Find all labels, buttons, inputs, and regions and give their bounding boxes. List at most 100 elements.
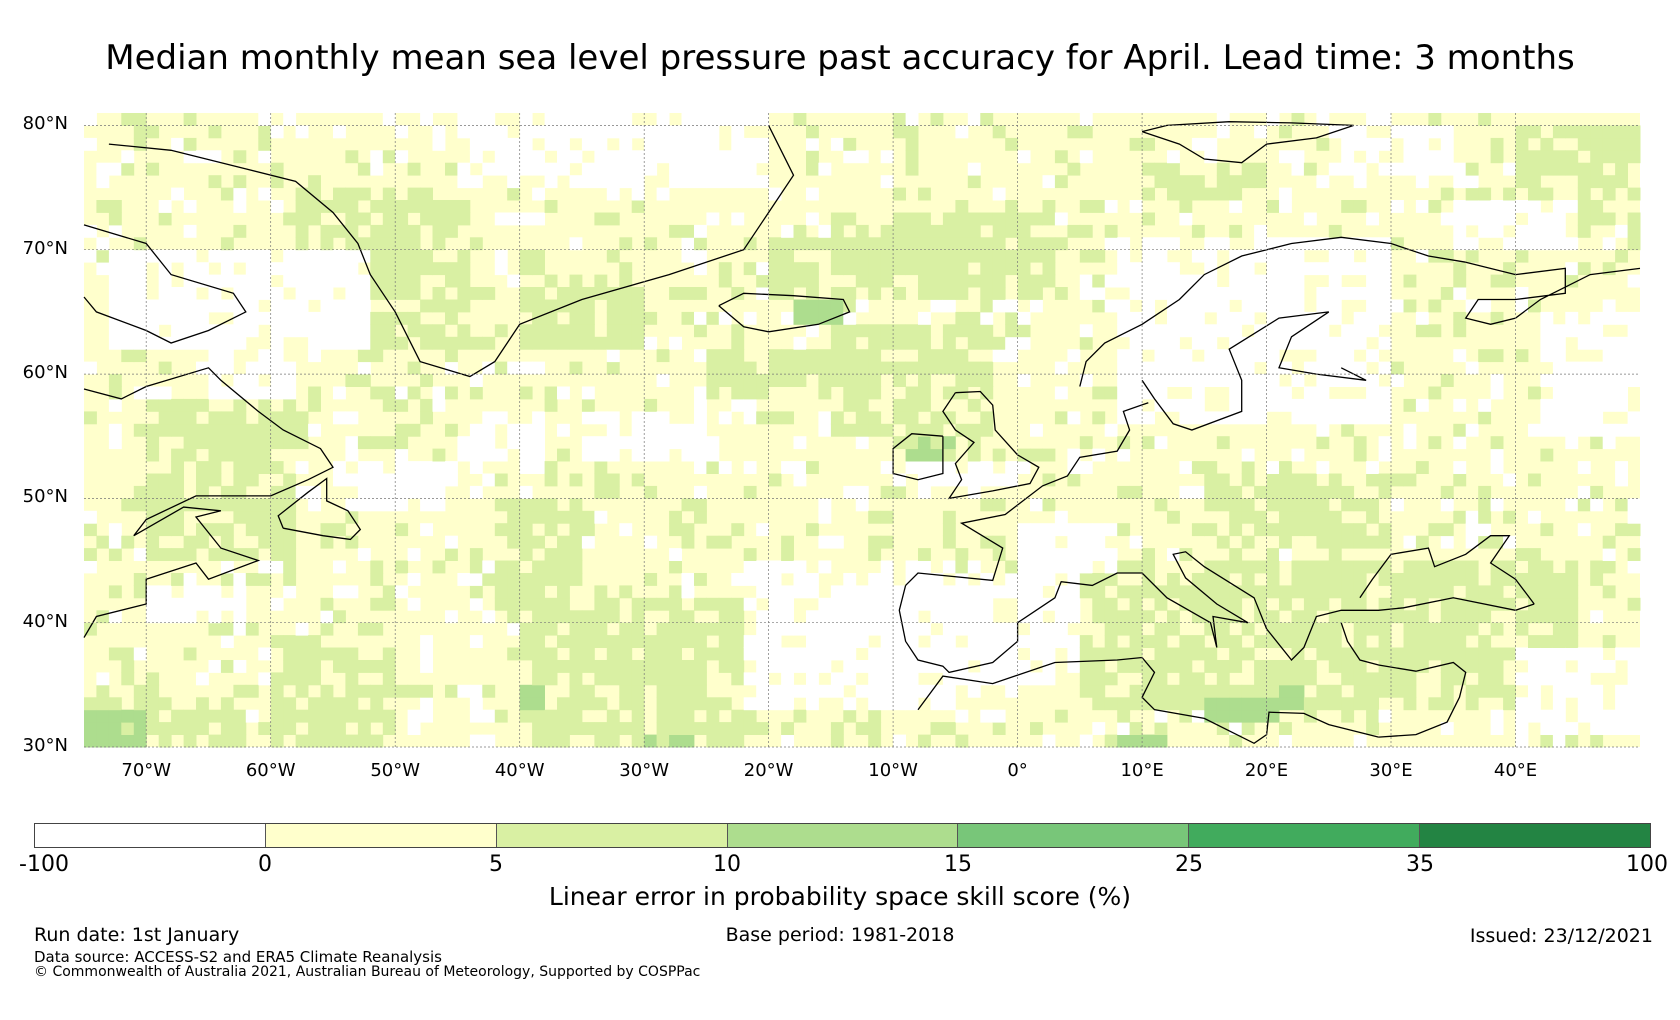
skill-cell	[1478, 212, 1492, 226]
skill-cell	[532, 585, 545, 599]
skill-cell	[345, 200, 359, 213]
skill-cell	[718, 349, 732, 363]
skill-cell	[208, 461, 222, 474]
skill-cell	[432, 212, 446, 226]
skill-cell	[1303, 473, 1317, 487]
skill-cell	[308, 423, 321, 437]
skill-cell	[1204, 573, 1218, 586]
skill-cell	[806, 262, 819, 276]
skill-cell	[519, 299, 533, 313]
skill-cell	[1378, 162, 1392, 176]
skill-cell	[1241, 162, 1255, 176]
skill-cell	[1266, 287, 1280, 300]
skill-cell	[133, 311, 147, 325]
skill-cell	[1577, 411, 1591, 425]
skill-cell	[308, 660, 321, 673]
skill-cell	[1266, 672, 1280, 686]
skill-cell	[905, 324, 919, 338]
skill-cell	[1117, 448, 1131, 462]
skill-cell	[233, 423, 247, 437]
skill-cell	[918, 262, 931, 276]
skill-cell	[370, 287, 384, 300]
skill-cell	[606, 448, 620, 462]
skill-cell	[196, 597, 209, 611]
skill-cell	[656, 647, 670, 661]
skill-cell	[1615, 311, 1628, 325]
skill-cell	[768, 349, 782, 363]
skill-cell	[208, 436, 222, 450]
skill-cell	[1216, 622, 1230, 636]
skill-cell	[532, 125, 545, 139]
skill-cell	[1366, 622, 1379, 636]
skill-cell	[955, 262, 969, 276]
skill-cell	[420, 498, 433, 512]
skill-cell	[382, 485, 396, 499]
skill-cell	[208, 287, 222, 300]
skill-cell	[1129, 137, 1143, 151]
skill-cell	[905, 585, 919, 599]
skill-cell	[233, 498, 247, 512]
skill-cell	[918, 560, 931, 574]
skill-cell	[1590, 386, 1604, 400]
skill-cell	[1179, 274, 1193, 288]
skill-cell	[1279, 734, 1292, 748]
skill-cell	[1577, 398, 1591, 412]
skill-cell	[992, 448, 1006, 462]
skill-cell	[1478, 200, 1492, 213]
skill-cell	[1303, 697, 1317, 711]
skill-cell	[1179, 635, 1193, 648]
skill-cell	[382, 647, 396, 661]
skill-cell	[544, 672, 558, 686]
skill-cell	[1590, 436, 1604, 450]
skill-cell	[1378, 647, 1392, 661]
skill-cell	[1167, 510, 1180, 524]
skill-cell	[1191, 175, 1205, 189]
skill-cell	[681, 610, 695, 624]
skill-cell	[270, 361, 284, 375]
skill-cell	[1291, 498, 1305, 512]
skill-cell	[1216, 597, 1230, 611]
skill-cell	[980, 262, 994, 276]
skill-cell	[781, 647, 794, 661]
skill-cell	[295, 734, 309, 748]
skill-cell	[1428, 200, 1442, 213]
skill-cell	[1179, 697, 1193, 711]
skill-cell	[1191, 697, 1205, 711]
skill-cell	[320, 734, 334, 748]
skill-cell	[1303, 585, 1317, 599]
skill-cell	[1328, 237, 1342, 251]
skill-cell	[382, 200, 396, 213]
skill-cell	[1528, 386, 1541, 400]
skill-cell	[532, 187, 545, 201]
skill-cell	[1366, 411, 1379, 425]
skill-cell	[594, 336, 608, 350]
turkey-coast	[1340, 622, 1467, 738]
skill-cell	[1179, 349, 1193, 363]
skill-cell	[606, 324, 620, 338]
skill-cell	[233, 436, 247, 450]
skill-cell	[644, 635, 658, 648]
skill-cell	[1453, 635, 1467, 648]
skill-cell	[532, 411, 545, 425]
skill-cell	[1030, 548, 1043, 561]
skill-cell	[532, 287, 545, 300]
skill-cell	[295, 299, 309, 313]
skill-cell	[1503, 187, 1516, 201]
skill-cell	[1453, 436, 1467, 450]
skill-cell	[631, 684, 645, 698]
skill-cell	[768, 660, 782, 673]
skill-cell	[855, 299, 869, 313]
skill-cell	[320, 287, 334, 300]
skill-cell	[382, 498, 396, 512]
skill-cell	[1167, 287, 1180, 300]
skill-cell	[1279, 722, 1292, 735]
skill-cell	[980, 324, 994, 338]
skill-cell	[1303, 336, 1317, 350]
skill-cell	[743, 411, 757, 425]
skill-cell	[1391, 473, 1404, 487]
skill-cell	[1366, 386, 1379, 400]
skill-cell	[905, 461, 919, 474]
skill-cell	[1005, 622, 1019, 636]
skill-cell	[1353, 137, 1367, 151]
skill-cell	[1602, 436, 1616, 450]
